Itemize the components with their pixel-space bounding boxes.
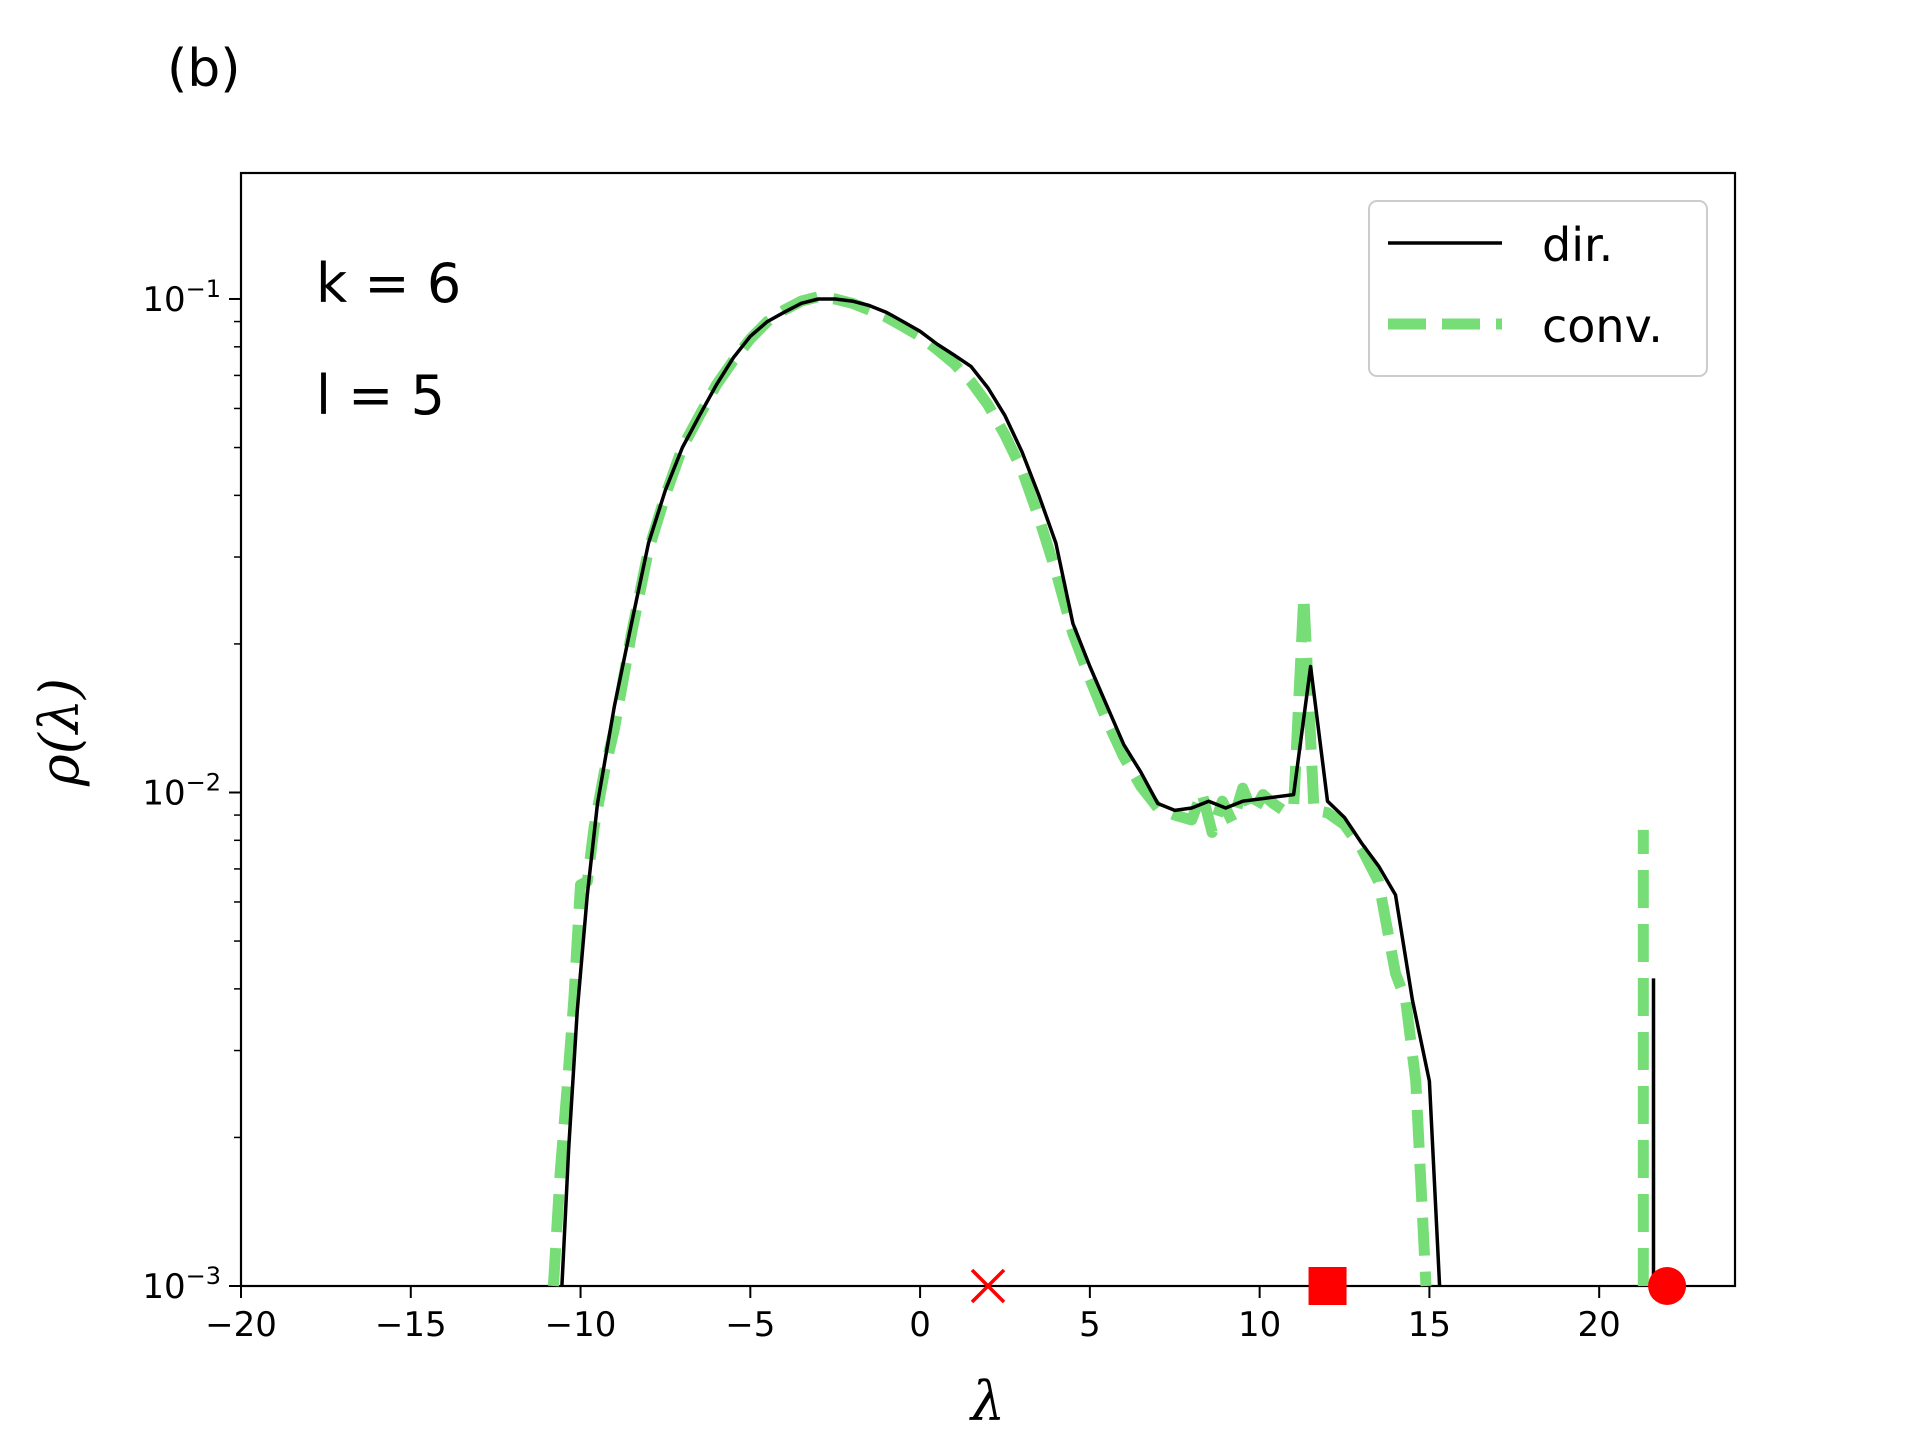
x-tick-label: −15: [375, 1305, 447, 1345]
legend: dir. conv.: [1368, 200, 1708, 377]
series-conv-line-0: [547, 291, 1432, 1287]
marker-layer: [970, 1267, 1687, 1305]
x-tick-label: −5: [725, 1305, 775, 1345]
x-tick-label: 15: [1408, 1305, 1451, 1345]
x-tick-label: 20: [1578, 1305, 1621, 1345]
marker-square: [1308, 1267, 1347, 1305]
x-tick-label: 5: [1079, 1305, 1101, 1345]
plot-area: [239, 171, 1737, 1305]
annotation-k: k = 6: [316, 252, 461, 315]
marker-x: [970, 1268, 1006, 1304]
panel-label: (b): [167, 39, 241, 99]
x-tick-label: −10: [545, 1305, 617, 1345]
x-axis-label: λ: [969, 1370, 1005, 1432]
annotation-l: l = 5: [316, 364, 445, 427]
series-layer: [547, 291, 1656, 1287]
x-tick-label: 0: [909, 1305, 931, 1345]
series-dir-line-0: [560, 297, 1442, 1287]
y-axis-label: ρ(λ): [28, 678, 91, 787]
x-axis: −20 −15 −10 −5 0 5 10 15 20: [205, 1286, 1621, 1345]
y-tick-label: 10−3: [142, 1262, 221, 1307]
y-tick-label: 10−1: [142, 275, 221, 320]
legend-label-conv: conv.: [1542, 299, 1663, 353]
marker-circle: [1648, 1267, 1687, 1305]
legend-label-dir: dir.: [1542, 218, 1613, 272]
y-tick-label: 10−2: [142, 768, 221, 813]
x-tick-label: −20: [205, 1305, 277, 1345]
y-axis: 10−1 10−2 10−3: [142, 275, 241, 1307]
x-tick-label: 10: [1238, 1305, 1281, 1345]
